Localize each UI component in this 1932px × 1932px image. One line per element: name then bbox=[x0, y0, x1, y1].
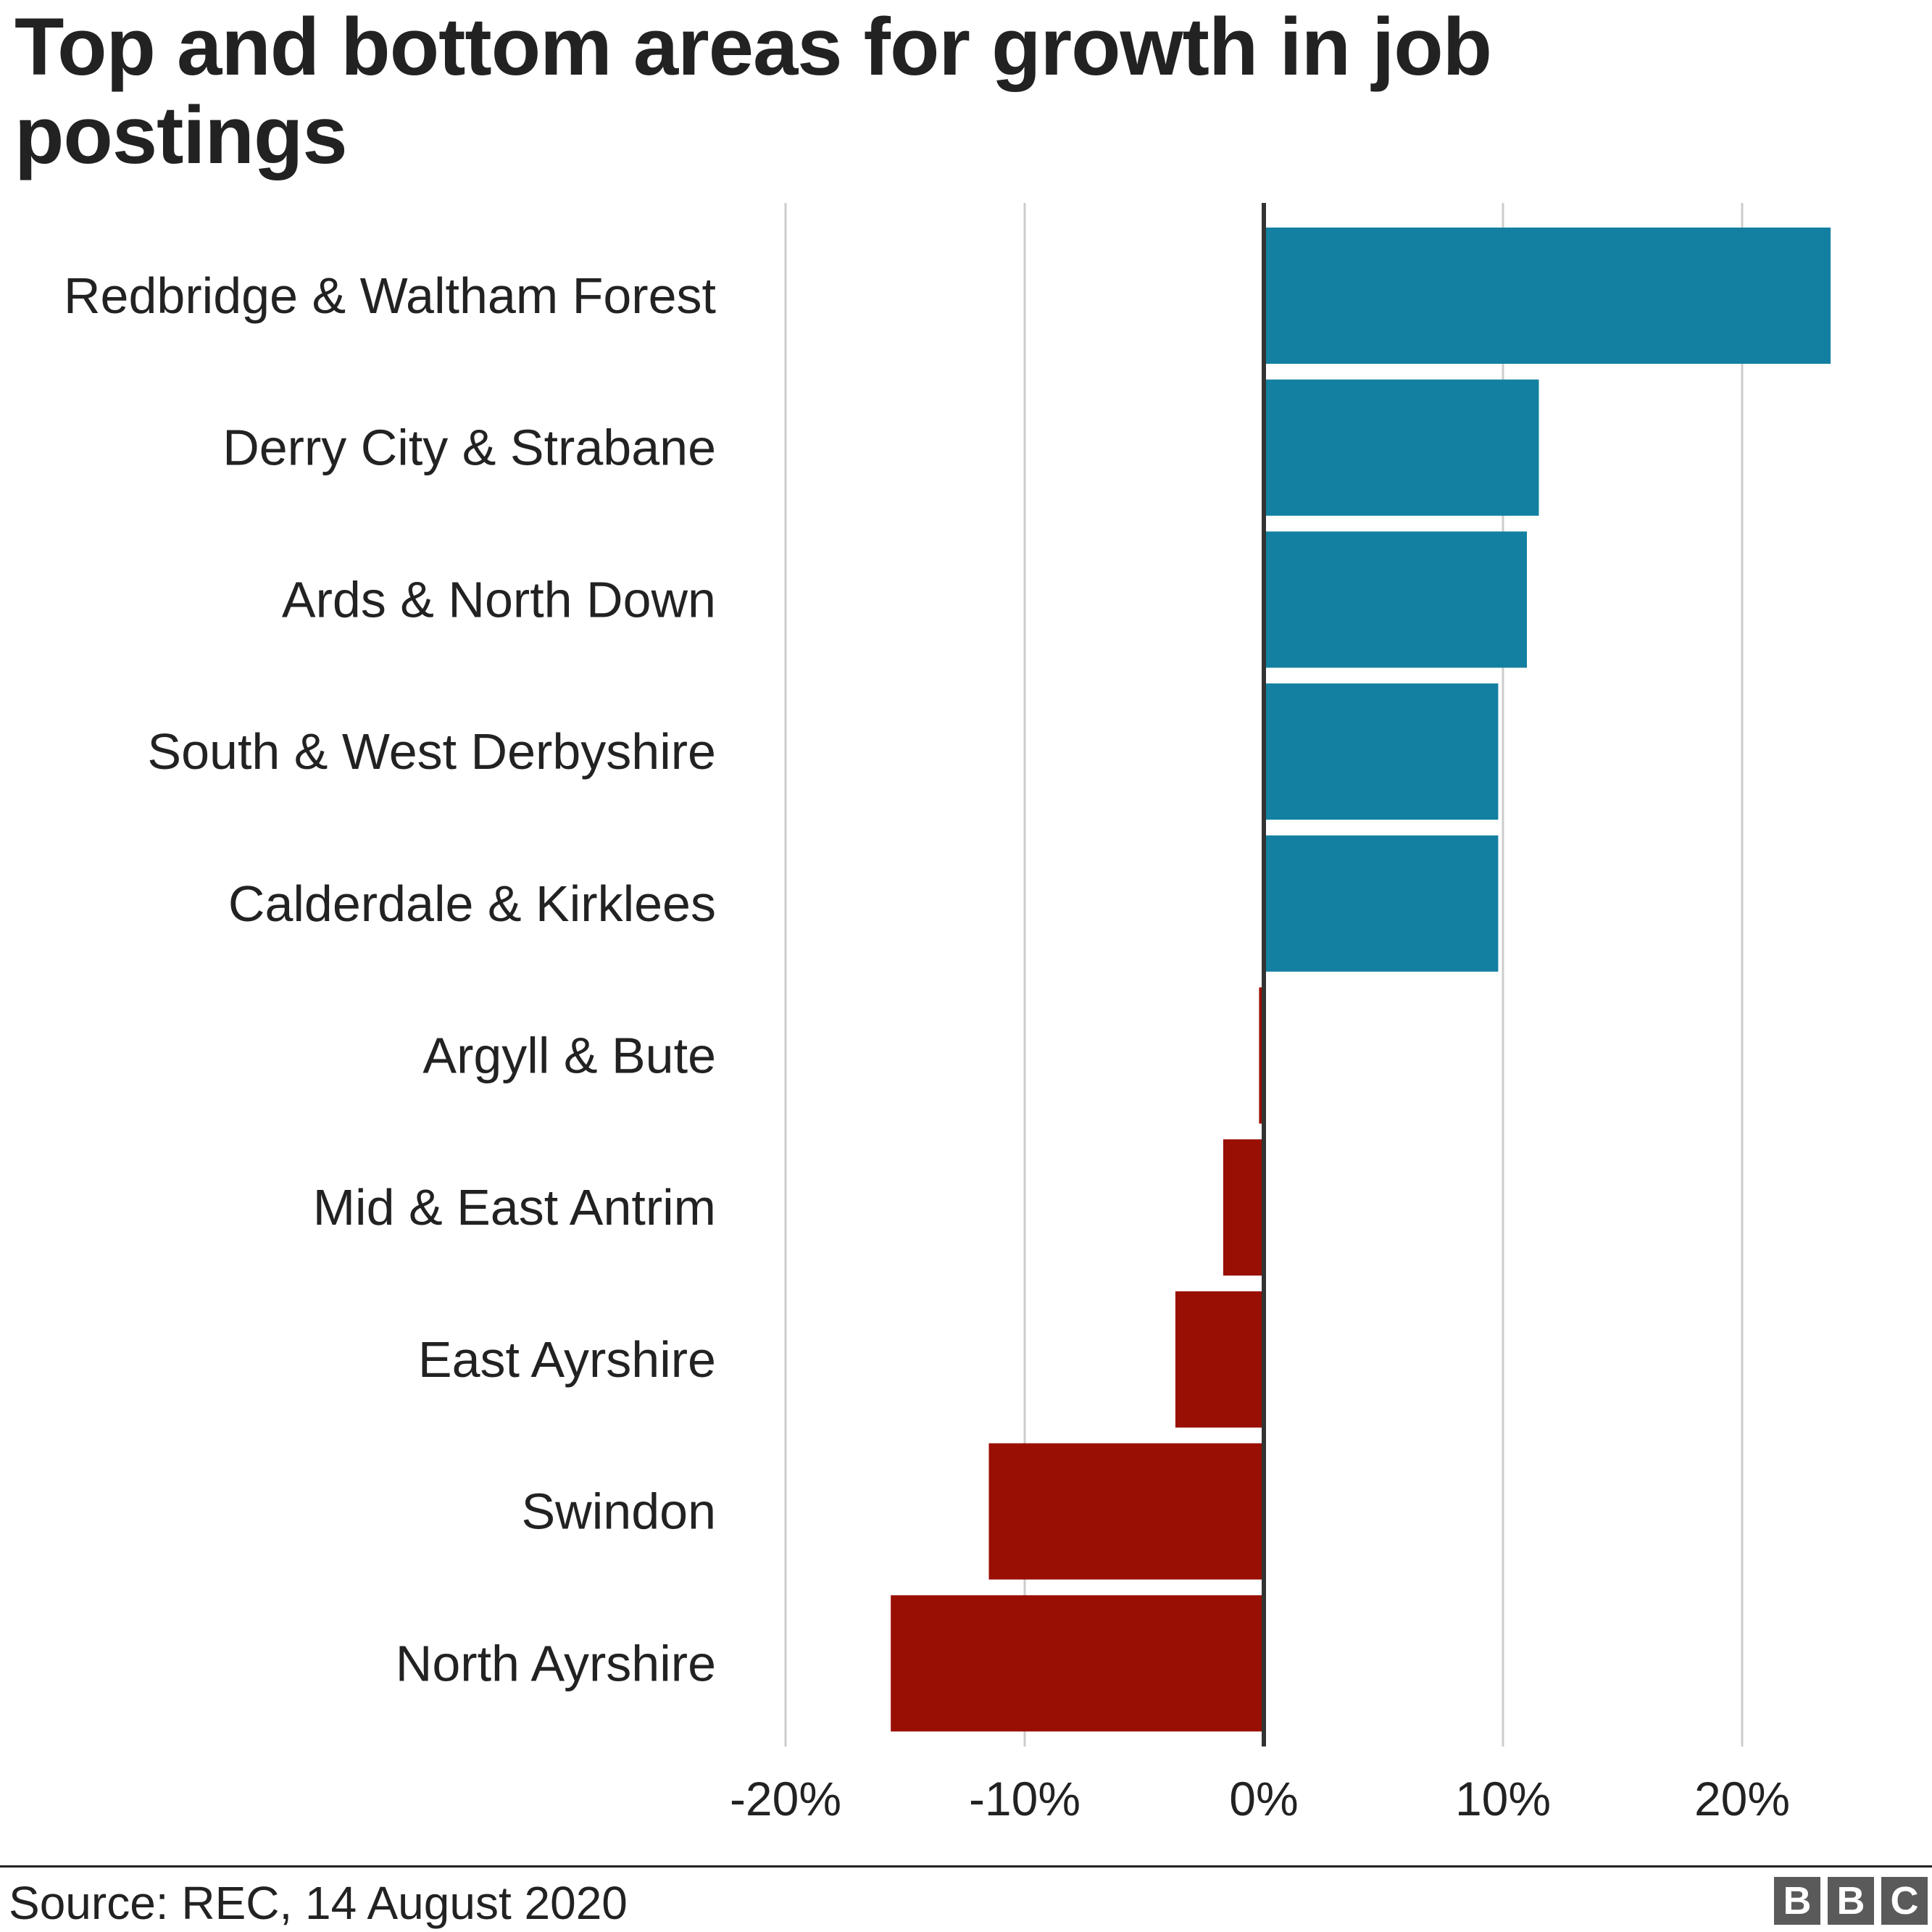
category-label: Mid & East Antrim bbox=[313, 1179, 716, 1236]
category-label: South & West Derbyshire bbox=[147, 723, 716, 780]
logo-letter: B bbox=[1828, 1877, 1874, 1925]
bar-chart: Redbridge & Waltham Forest Derry City & S… bbox=[64, 203, 1831, 1825]
bar bbox=[988, 1443, 1264, 1580]
x-tick-label: 10% bbox=[1455, 1772, 1551, 1825]
x-tick-label: -10% bbox=[969, 1772, 1080, 1825]
bar bbox=[1264, 228, 1831, 364]
category-label: North Ayrshire bbox=[396, 1635, 716, 1691]
category-label: Redbridge & Waltham Forest bbox=[64, 267, 716, 324]
bars bbox=[891, 228, 1831, 1732]
category-label: East Ayrshire bbox=[418, 1331, 716, 1388]
bar bbox=[891, 1595, 1264, 1732]
bar bbox=[1264, 683, 1499, 820]
bbc-logo: B B C bbox=[1774, 1877, 1928, 1925]
logo-letter: C bbox=[1881, 1877, 1928, 1925]
bar bbox=[1259, 987, 1264, 1124]
x-tick-label: 0% bbox=[1229, 1772, 1298, 1825]
x-tick-labels: -20% -10% 0% 10% 20% bbox=[730, 1772, 1790, 1825]
logo-letter: B bbox=[1774, 1877, 1820, 1925]
bar bbox=[1264, 379, 1539, 516]
source-note: Source: REC, 14 August 2020 bbox=[9, 1877, 628, 1929]
bar bbox=[1264, 531, 1527, 668]
category-label: Swindon bbox=[521, 1483, 716, 1540]
bar bbox=[1264, 835, 1499, 972]
bar bbox=[1175, 1291, 1264, 1428]
category-label: Argyll & Bute bbox=[422, 1028, 716, 1084]
category-label: Derry City & Strabane bbox=[222, 420, 716, 476]
footer-divider bbox=[0, 1865, 1932, 1868]
x-tick-label: 20% bbox=[1694, 1772, 1790, 1825]
category-label: Calderdale & Kirklees bbox=[228, 875, 716, 932]
bar bbox=[1223, 1139, 1264, 1276]
x-tick-label: -20% bbox=[730, 1772, 841, 1825]
category-label: Ards & North Down bbox=[282, 571, 716, 628]
category-labels: Redbridge & Waltham Forest Derry City & S… bbox=[64, 267, 716, 1691]
chart-title: Top and bottom areas for growth in job p… bbox=[14, 1, 1492, 180]
